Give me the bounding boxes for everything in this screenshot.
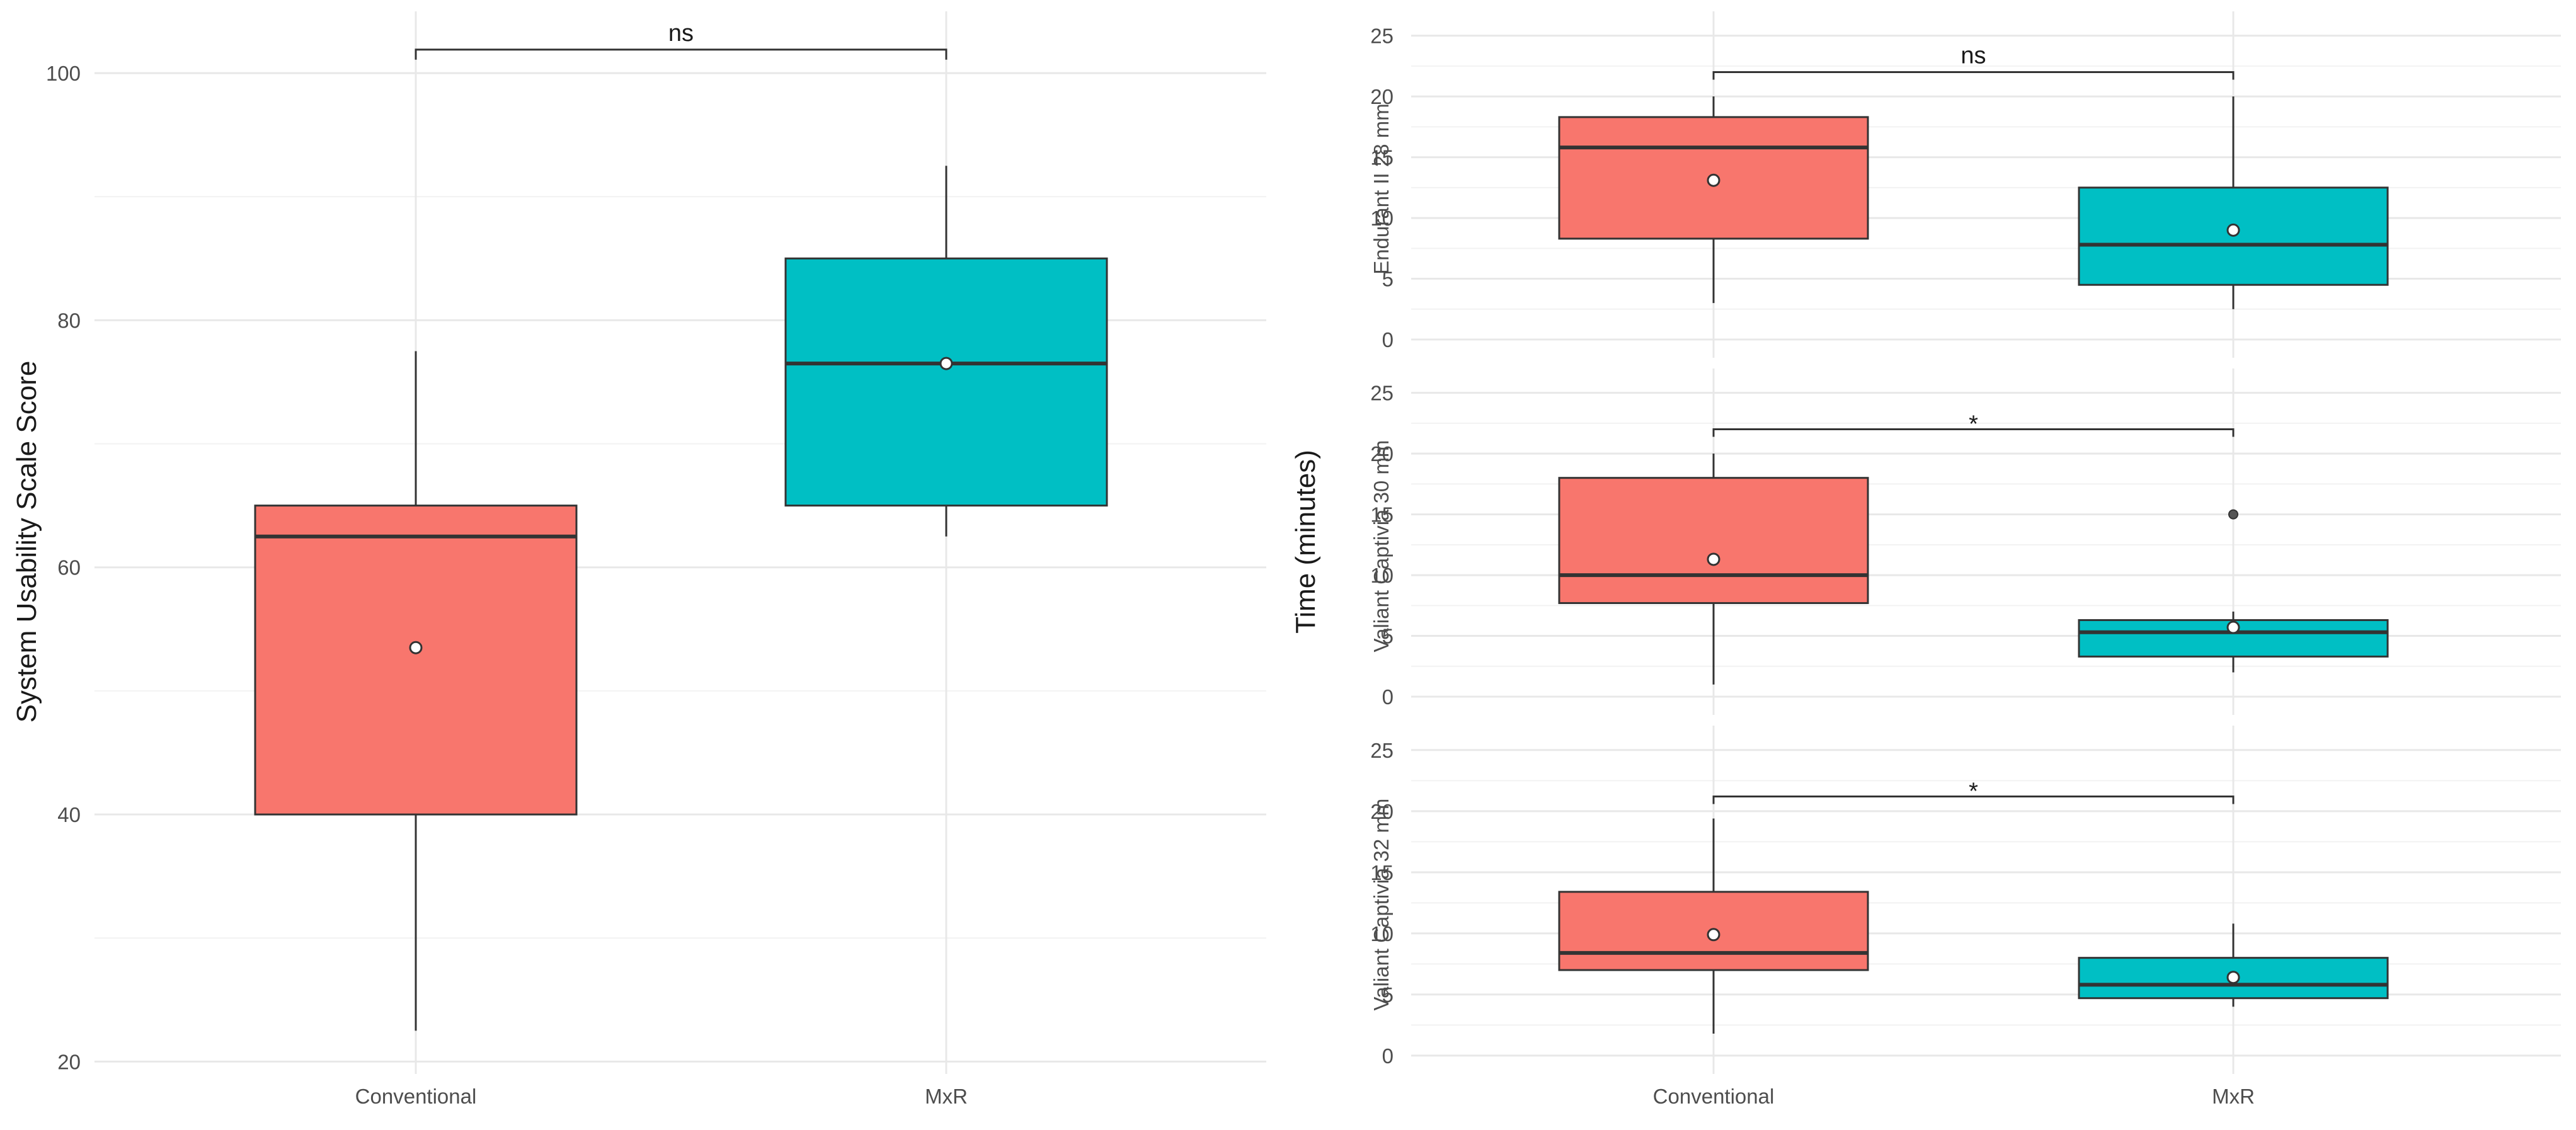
endurant-y-tick-label: 0: [1382, 328, 1394, 351]
sus-y-tick-label: 80: [57, 309, 81, 332]
sus-y-tick-label: 100: [46, 62, 81, 85]
time-y-axis-title: Time (minutes): [1290, 450, 1321, 634]
valiant30-facet-label: Valiant Captivia 30 mm: [1370, 440, 1393, 653]
valiant32-y-tick-label: 5: [1382, 983, 1394, 1007]
valiant32-significance-label: *: [1969, 779, 1978, 805]
endurant-facet-label: Endurant II 28 mm: [1370, 103, 1393, 274]
valiant32-facet-label: Valiant Captivia 32 mm: [1370, 799, 1393, 1011]
endurant-y-tick-label: 25: [1370, 25, 1394, 48]
endurant-significance-label: ns: [1961, 42, 1986, 69]
valiant30-conventional-mean-point: [1707, 552, 1720, 566]
right-x-tick-conventional: Conventional: [1653, 1085, 1775, 1108]
endurant-mxr-mean-point: [2226, 223, 2240, 237]
endurant-y-tick-label: 10: [1370, 207, 1394, 230]
sus-significance-label: ns: [668, 20, 694, 47]
valiant30-y-tick-label: 20: [1370, 442, 1394, 465]
valiant32-mxr-mean-point: [2226, 971, 2240, 984]
valiant30-significance-bracket: [1712, 428, 2235, 437]
endurant-y-tick-label: 20: [1370, 85, 1394, 108]
endurant-conventional-box: [1558, 116, 1869, 240]
valiant30-y-tick-label: 25: [1370, 382, 1394, 405]
endurant-panel: 0 5 10 15 20 25 ns: [1370, 11, 2561, 358]
sus-mxr-mean-point: [939, 357, 953, 370]
endurant-conventional-mean-point: [1707, 173, 1720, 187]
valiant32-panel: 0 5 10 15 20 25 *: [1370, 726, 2561, 1074]
sus-x-tick-mxr: MxR: [925, 1085, 968, 1108]
endurant-significance-bracket: [1712, 71, 2235, 80]
valiant30-significance-label: *: [1969, 411, 1978, 437]
valiant32-y-tick-label: 0: [1382, 1044, 1394, 1068]
valiant30-y-tick-label: 5: [1382, 625, 1394, 648]
valiant32-y-tick-label: 15: [1370, 861, 1394, 884]
valiant30-panel: 0 5 10 15 20 25 *: [1370, 368, 2561, 715]
valiant30-conventional-box: [1558, 477, 1869, 604]
valiant30-y-tick-label: 15: [1370, 503, 1394, 527]
valiant30-mxr-outlier-point: [2228, 509, 2238, 520]
sus-y-tick-label: 60: [57, 556, 81, 579]
sus-conventional-box: [254, 505, 578, 816]
sus-conventional-mean-point: [409, 641, 423, 654]
valiant32-y-tick-label: 25: [1370, 739, 1394, 762]
valiant32-y-tick-label: 20: [1370, 800, 1394, 823]
endurant-y-tick-label: 15: [1370, 146, 1394, 169]
right-x-tick-mxr: MxR: [2212, 1085, 2255, 1108]
sus-significance-bracket: [415, 49, 947, 60]
valiant32-significance-bracket: [1712, 796, 2235, 804]
sus-y-tick-label: 20: [57, 1050, 81, 1073]
valiant32-y-tick-label: 10: [1370, 922, 1394, 945]
endurant-y-tick-label: 5: [1382, 268, 1394, 291]
sus-x-tick-conventional: Conventional: [355, 1085, 477, 1108]
valiant32-conventional-box: [1558, 891, 1869, 971]
sus-y-tick-label: 40: [57, 803, 81, 826]
valiant30-y-tick-label: 0: [1382, 685, 1394, 709]
valiant30-y-tick-label: 10: [1370, 564, 1394, 587]
sus-mxr-box: [784, 257, 1108, 507]
valiant30-mxr-mean-point: [2226, 620, 2240, 634]
sus-y-axis-title: System Usability Scale Score: [11, 361, 42, 723]
valiant32-conventional-mean-point: [1707, 928, 1720, 942]
sus-panel: 20 40 60 80 100 ns: [46, 11, 1266, 1074]
